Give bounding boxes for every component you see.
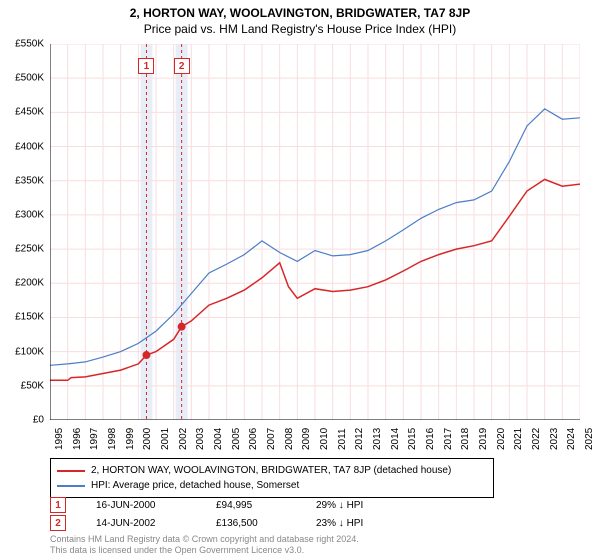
x-tick-label: 2003 [195, 428, 206, 450]
y-tick-label: £250K [15, 244, 44, 255]
y-axis: £0£50K£100K£150K£200K£250K£300K£350K£400… [0, 44, 48, 420]
x-tick-label: 2002 [178, 428, 189, 450]
sale-marker-badge: 2 [174, 58, 190, 74]
x-tick-label: 2011 [337, 428, 348, 450]
x-tick-label: 2001 [160, 428, 171, 450]
x-tick-label: 2012 [354, 428, 365, 450]
x-axis: 1995 1996 1997 1998 1999 2000 2001 2002 2003 2004… [50, 420, 580, 460]
y-tick-label: £150K [15, 312, 44, 323]
x-tick-label: 2018 [460, 428, 471, 450]
x-tick-label: 2007 [266, 428, 277, 450]
transaction-row: 2 14-JUN-2002 £136,500 23% ↓ HPI [50, 514, 406, 532]
x-tick-label: 2015 [407, 428, 418, 450]
y-tick-label: £500K [15, 73, 44, 84]
transaction-price: £94,995 [216, 500, 286, 511]
x-tick-label: 2014 [390, 428, 401, 450]
y-tick-label: £200K [15, 278, 44, 289]
chart-container: 2, HORTON WAY, WOOLAVINGTON, BRIDGWATER,… [0, 0, 600, 560]
transaction-marker: 1 [50, 497, 66, 513]
legend-label: 2, HORTON WAY, WOOLAVINGTON, BRIDGWATER,… [91, 463, 451, 478]
legend: 2, HORTON WAY, WOOLAVINGTON, BRIDGWATER,… [50, 458, 494, 498]
sale-marker-badge: 1 [138, 58, 154, 74]
x-tick-label: 2006 [248, 428, 259, 450]
y-tick-label: £450K [15, 107, 44, 118]
x-tick-label: 2023 [549, 428, 560, 450]
transaction-diff: 23% ↓ HPI [316, 518, 406, 529]
chart-title: 2, HORTON WAY, WOOLAVINGTON, BRIDGWATER,… [0, 0, 600, 20]
legend-swatch [57, 485, 85, 487]
x-tick-label: 1995 [54, 428, 65, 450]
transaction-price: £136,500 [216, 518, 286, 529]
x-tick-label: 2009 [301, 428, 312, 450]
y-tick-label: £350K [15, 175, 44, 186]
x-tick-label: 2013 [372, 428, 383, 450]
x-tick-label: 2008 [284, 428, 295, 450]
x-tick-label: 2025 [584, 428, 595, 450]
x-tick-label: 2019 [478, 428, 489, 450]
x-tick-label: 1998 [107, 428, 118, 450]
plot-area: 12 [50, 44, 580, 420]
footer-line1: Contains HM Land Registry data © Crown c… [50, 534, 359, 545]
x-tick-label: 2016 [425, 428, 436, 450]
transaction-marker: 2 [50, 515, 66, 531]
chart-subtitle: Price paid vs. HM Land Registry's House … [0, 20, 600, 42]
x-tick-label: 2022 [531, 428, 542, 450]
y-tick-label: £300K [15, 209, 44, 220]
transaction-date: 16-JUN-2000 [96, 500, 186, 511]
footer-attribution: Contains HM Land Registry data © Crown c… [50, 534, 359, 556]
transaction-row: 1 16-JUN-2000 £94,995 29% ↓ HPI [50, 496, 406, 514]
x-tick-label: 2020 [496, 428, 507, 450]
x-tick-label: 2005 [231, 428, 242, 450]
x-tick-label: 2000 [142, 428, 153, 450]
transaction-diff: 29% ↓ HPI [316, 500, 406, 511]
legend-swatch [57, 470, 85, 472]
transaction-date: 14-JUN-2002 [96, 518, 186, 529]
legend-label: HPI: Average price, detached house, Some… [91, 478, 299, 493]
x-tick-label: 2004 [213, 428, 224, 450]
footer-line2: This data is licensed under the Open Gov… [50, 545, 359, 556]
x-tick-label: 1999 [125, 428, 136, 450]
y-tick-label: £50K [21, 380, 44, 391]
x-tick-label: 1996 [72, 428, 83, 450]
y-tick-label: £100K [15, 346, 44, 357]
x-tick-label: 2017 [443, 428, 454, 450]
x-tick-label: 2010 [319, 428, 330, 450]
legend-item: HPI: Average price, detached house, Some… [57, 478, 487, 493]
x-tick-label: 2024 [566, 428, 577, 450]
y-tick-label: £550K [15, 39, 44, 50]
chart-svg [50, 44, 580, 420]
transactions-table: 1 16-JUN-2000 £94,995 29% ↓ HPI 2 14-JUN-2002… [50, 496, 406, 532]
x-tick-label: 1997 [89, 428, 100, 450]
y-tick-label: £0 [33, 415, 44, 426]
legend-item: 2, HORTON WAY, WOOLAVINGTON, BRIDGWATER,… [57, 463, 487, 478]
x-tick-label: 2021 [513, 428, 524, 450]
y-tick-label: £400K [15, 141, 44, 152]
